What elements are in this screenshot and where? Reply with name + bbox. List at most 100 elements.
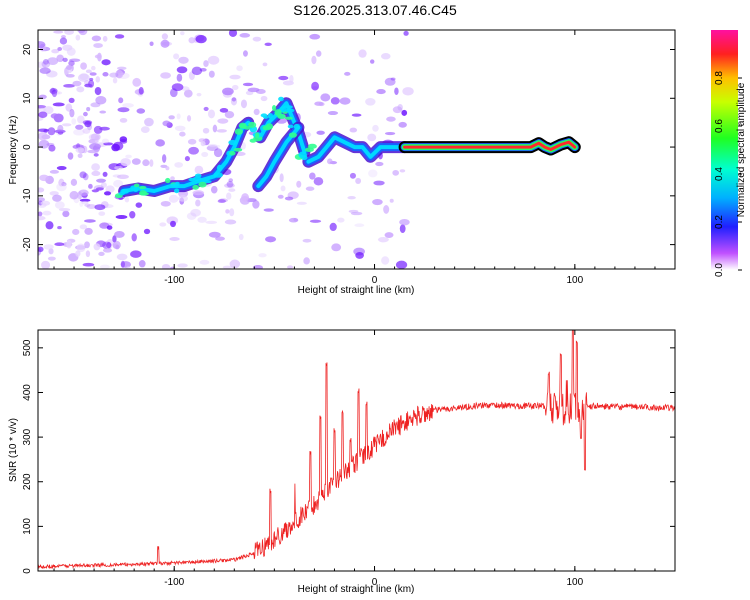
spectrogram-speckle — [367, 133, 377, 142]
snr-ticks: -100 0 100 0 100 200 300 400 500 — [22, 330, 676, 588]
spectrogram-speckle — [188, 146, 200, 155]
spectrogram-speckle — [205, 220, 218, 225]
spectrogram-speckle — [98, 251, 105, 257]
spectrogram-speckle — [76, 86, 85, 93]
spectrogram-speckle — [55, 91, 63, 95]
spectrogram-speckle — [311, 81, 319, 91]
spectrogram-speckle — [52, 194, 62, 202]
spectrogram-ylabel: Frequency (Hz) — [8, 116, 19, 185]
spectrogram-ytick-label: -10 — [22, 188, 33, 203]
spectrogram-speckle — [264, 42, 272, 47]
spectrogram-speckle — [73, 128, 85, 136]
spectrogram-speckle — [169, 88, 178, 98]
spectrogram-speckle — [330, 97, 340, 105]
spectrogram-speckle — [349, 127, 358, 133]
spectrogram-speckle — [224, 219, 237, 225]
spectrogram-speckle — [243, 50, 248, 57]
snr-ytick-label: 0 — [22, 568, 33, 574]
spectrogram-speckle — [210, 185, 218, 194]
spectrogram-speckle — [224, 110, 235, 119]
spectrogram-speckle — [192, 190, 205, 196]
track-blob — [233, 147, 243, 152]
spectrogram-speckle — [118, 97, 124, 104]
spectrogram-speckle — [212, 124, 218, 133]
spectrogram-speckle — [91, 170, 101, 177]
spectrogram-speckle — [63, 84, 75, 88]
track-blob — [239, 123, 247, 129]
spectrogram-speckle — [174, 162, 184, 168]
spectrogram-speckle — [38, 187, 45, 193]
spectrogram-speckle — [314, 101, 324, 106]
spectrogram-speckle — [94, 54, 102, 59]
spectrogram-speckle — [90, 133, 101, 141]
spectrogram-speckle — [109, 72, 119, 78]
spectrogram-speckle — [384, 131, 396, 136]
spectrogram-speckle — [207, 143, 218, 148]
spectrogram-xtick-label: 100 — [566, 275, 583, 286]
spectrogram-speckle — [258, 253, 267, 258]
spectrogram-speckle — [200, 141, 206, 147]
spectrogram-speckle — [194, 165, 204, 175]
spectrogram-speckle — [169, 236, 180, 241]
track-blob — [138, 185, 147, 190]
spectrogram-speckle — [56, 54, 64, 63]
spectrogram-speckle — [47, 57, 59, 66]
spectrogram-speckles — [38, 30, 414, 269]
spectrogram-speckle — [240, 99, 248, 109]
spectrogram-speckle — [202, 127, 210, 134]
spectrogram-speckle — [280, 185, 286, 192]
spectrogram-speckle — [54, 129, 66, 134]
spectrogram-speckle — [228, 30, 238, 37]
snr-xtick-label: 100 — [566, 577, 583, 588]
spectrogram-speckle — [138, 260, 146, 268]
spectrogram-speckle — [120, 260, 125, 268]
snr-ylabel: SNR (10 * v/v) — [8, 418, 19, 482]
spectrogram-speckle — [389, 198, 394, 203]
track-blob — [188, 177, 195, 182]
spectrogram-speckle — [41, 260, 51, 269]
spectrogram-speckle — [112, 235, 117, 243]
spectrogram-speckle — [238, 233, 244, 241]
spectrogram-speckle — [49, 169, 59, 174]
track-blob — [234, 128, 243, 135]
spectrogram-speckle — [339, 97, 351, 105]
spectrogram-speckle — [88, 183, 93, 189]
spectrogram-speckle — [190, 208, 201, 217]
spectrogram-speckle — [149, 159, 154, 167]
spectrogram-speckle — [252, 36, 262, 42]
spectrogram-speckle — [47, 127, 56, 136]
spectrogram-ytick-label: 20 — [22, 44, 33, 56]
spectrogram-speckle — [160, 200, 171, 207]
spectrogram-speckle — [91, 65, 96, 71]
spectrogram-speckle — [38, 197, 46, 202]
track-blob — [267, 112, 273, 119]
track-segment-core — [403, 140, 577, 152]
spectrogram-speckle — [48, 248, 54, 255]
spectrogram-speckle — [399, 224, 406, 233]
spectrogram-speckle — [293, 217, 299, 222]
spectrogram-speckle — [85, 69, 92, 74]
track-blob — [133, 183, 140, 188]
spectrogram-ytick-label: -20 — [22, 237, 33, 252]
spectrogram-speckle — [213, 148, 223, 158]
spectrogram-speckle — [78, 189, 89, 197]
spectrogram-speckle — [89, 72, 97, 76]
spectrogram-speckle — [302, 238, 312, 243]
spectrogram-speckle — [160, 39, 170, 48]
spectrogram-speckle — [69, 190, 79, 200]
track-blob — [164, 177, 171, 184]
spectrogram-speckle — [161, 263, 171, 269]
spectrogram-speckle — [203, 60, 209, 67]
spectrogram-speckle — [116, 66, 127, 70]
spectrogram-speckle — [239, 33, 251, 38]
spectrogram-speckle — [38, 128, 49, 132]
spectrogram-speckle — [75, 147, 85, 154]
spectrogram-speckle — [115, 215, 128, 220]
spectrogram-speckle — [236, 65, 243, 72]
spectrogram-speckle — [130, 250, 142, 258]
spectrogram-speckle — [381, 256, 390, 265]
spectrogram-speckle — [48, 144, 56, 152]
spectrogram-speckle — [75, 250, 81, 257]
spectrogram-speckle — [226, 181, 234, 188]
track-blob — [198, 181, 207, 188]
